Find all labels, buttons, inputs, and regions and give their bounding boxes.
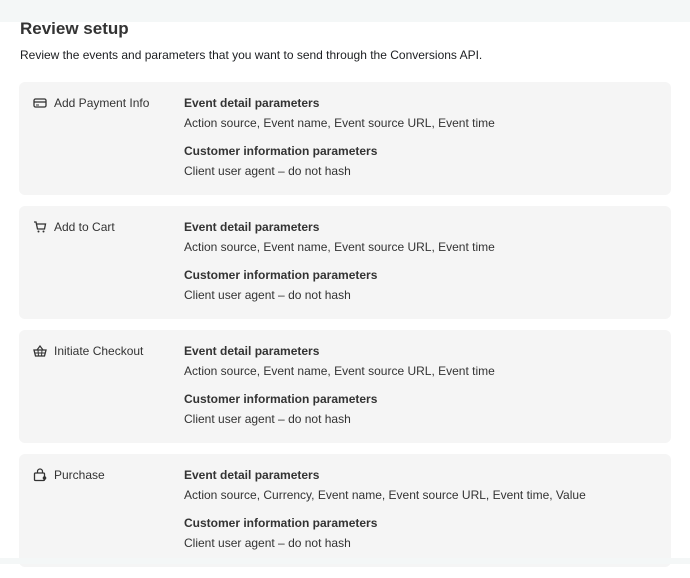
detail-value: Action source, Event name, Event source … (184, 240, 495, 254)
shopping-bag-icon (33, 468, 47, 482)
customer-heading: Customer information parameters (184, 144, 378, 158)
page-subtitle: Review the events and parameters that yo… (20, 48, 483, 62)
customer-value: Client user agent – do not hash (184, 164, 351, 178)
detail-value: Action source, Currency, Event name, Eve… (184, 488, 586, 502)
event-name: Initiate Checkout (54, 344, 144, 358)
customer-heading: Customer information parameters (184, 516, 378, 530)
detail-heading: Event detail parameters (184, 344, 320, 358)
detail-heading: Event detail parameters (184, 96, 320, 110)
customer-heading: Customer information parameters (184, 392, 378, 406)
event-card-add-to-cart: Add to Cart Event detail parameters Acti… (19, 206, 671, 319)
detail-value: Action source, Event name, Event source … (184, 364, 495, 378)
detail-heading: Event detail parameters (184, 220, 320, 234)
cart-icon (34, 221, 47, 233)
customer-value: Client user agent – do not hash (184, 288, 351, 302)
page-title: Review setup (20, 19, 129, 38)
bottom-bar (0, 558, 690, 564)
basket-icon (33, 345, 47, 357)
customer-value: Client user agent – do not hash (184, 536, 351, 550)
event-list: Add Payment Info Event detail parameters… (19, 82, 671, 578)
detail-value: Action source, Event name, Event source … (184, 116, 495, 130)
event-name: Add Payment Info (54, 96, 150, 110)
customer-heading: Customer information parameters (184, 268, 378, 282)
detail-heading: Event detail parameters (184, 468, 320, 482)
event-card-purchase: Purchase Event detail parameters Action … (19, 454, 671, 567)
event-card-add-payment-info: Add Payment Info Event detail parameters… (19, 82, 671, 195)
event-card-initiate-checkout: Initiate Checkout Event detail parameter… (19, 330, 671, 443)
event-name: Purchase (54, 468, 105, 482)
event-name: Add to Cart (54, 220, 115, 234)
credit-card-icon (33, 98, 47, 108)
customer-value: Client user agent – do not hash (184, 412, 351, 426)
top-bar (0, 0, 690, 22)
